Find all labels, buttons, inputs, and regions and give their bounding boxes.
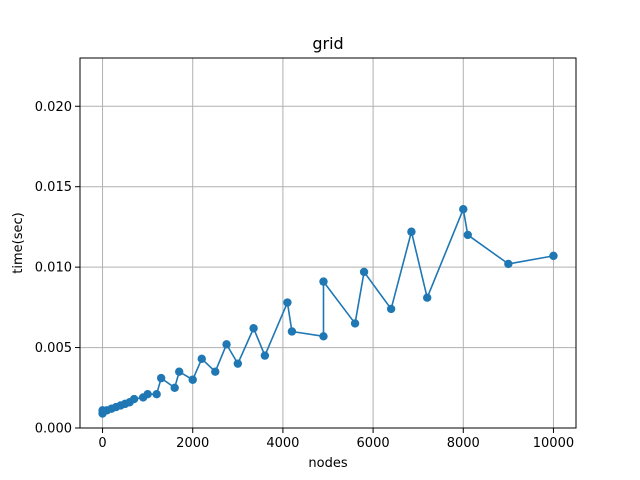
data-point bbox=[459, 205, 468, 214]
data-point bbox=[249, 324, 258, 333]
tick-layer: 0 2000 4000 6000 8000 10000 0.000 0.005 0.010 0.0… bbox=[35, 100, 574, 451]
y-tick-label: 0.020 bbox=[35, 100, 72, 115]
data-point bbox=[233, 359, 243, 368]
x-tick-label: 8000 bbox=[447, 436, 480, 451]
y-tick-label: 0.005 bbox=[35, 341, 72, 356]
x-tick-label: 6000 bbox=[357, 436, 390, 451]
data-point bbox=[222, 340, 231, 349]
y-axis-label: time(sec) bbox=[11, 212, 26, 273]
data-point bbox=[283, 298, 292, 307]
data-point bbox=[260, 351, 270, 360]
x-tick-label: 4000 bbox=[266, 436, 299, 451]
data-point bbox=[197, 354, 206, 364]
data-point bbox=[319, 332, 328, 341]
data-point bbox=[407, 227, 416, 236]
plot-frame bbox=[79, 57, 577, 429]
data-point bbox=[386, 304, 396, 314]
data-point bbox=[319, 277, 328, 286]
x-tick-label: 0 bbox=[98, 436, 106, 451]
data-point bbox=[156, 373, 166, 383]
data-point bbox=[211, 367, 220, 376]
data-point bbox=[423, 293, 432, 302]
data-point bbox=[170, 383, 179, 392]
data-point bbox=[287, 327, 297, 336]
data-point bbox=[129, 394, 139, 404]
x-tick-label: 10000 bbox=[533, 436, 574, 451]
y-tick-label: 0.015 bbox=[35, 180, 72, 195]
x-axis-label: nodes bbox=[308, 456, 347, 471]
data-point bbox=[152, 390, 161, 399]
data-point bbox=[350, 319, 360, 328]
chart-title: grid bbox=[312, 34, 343, 53]
data-point bbox=[188, 375, 197, 384]
data-point bbox=[549, 251, 558, 261]
y-tick-label: 0.010 bbox=[35, 261, 72, 276]
y-tick-label: 0.000 bbox=[35, 422, 72, 437]
data-point bbox=[463, 230, 472, 240]
data-point bbox=[143, 390, 152, 399]
data-point bbox=[359, 267, 369, 277]
data-layer bbox=[98, 205, 558, 418]
data-point bbox=[504, 259, 513, 269]
x-tick-label: 2000 bbox=[176, 436, 209, 451]
data-point bbox=[175, 367, 184, 376]
